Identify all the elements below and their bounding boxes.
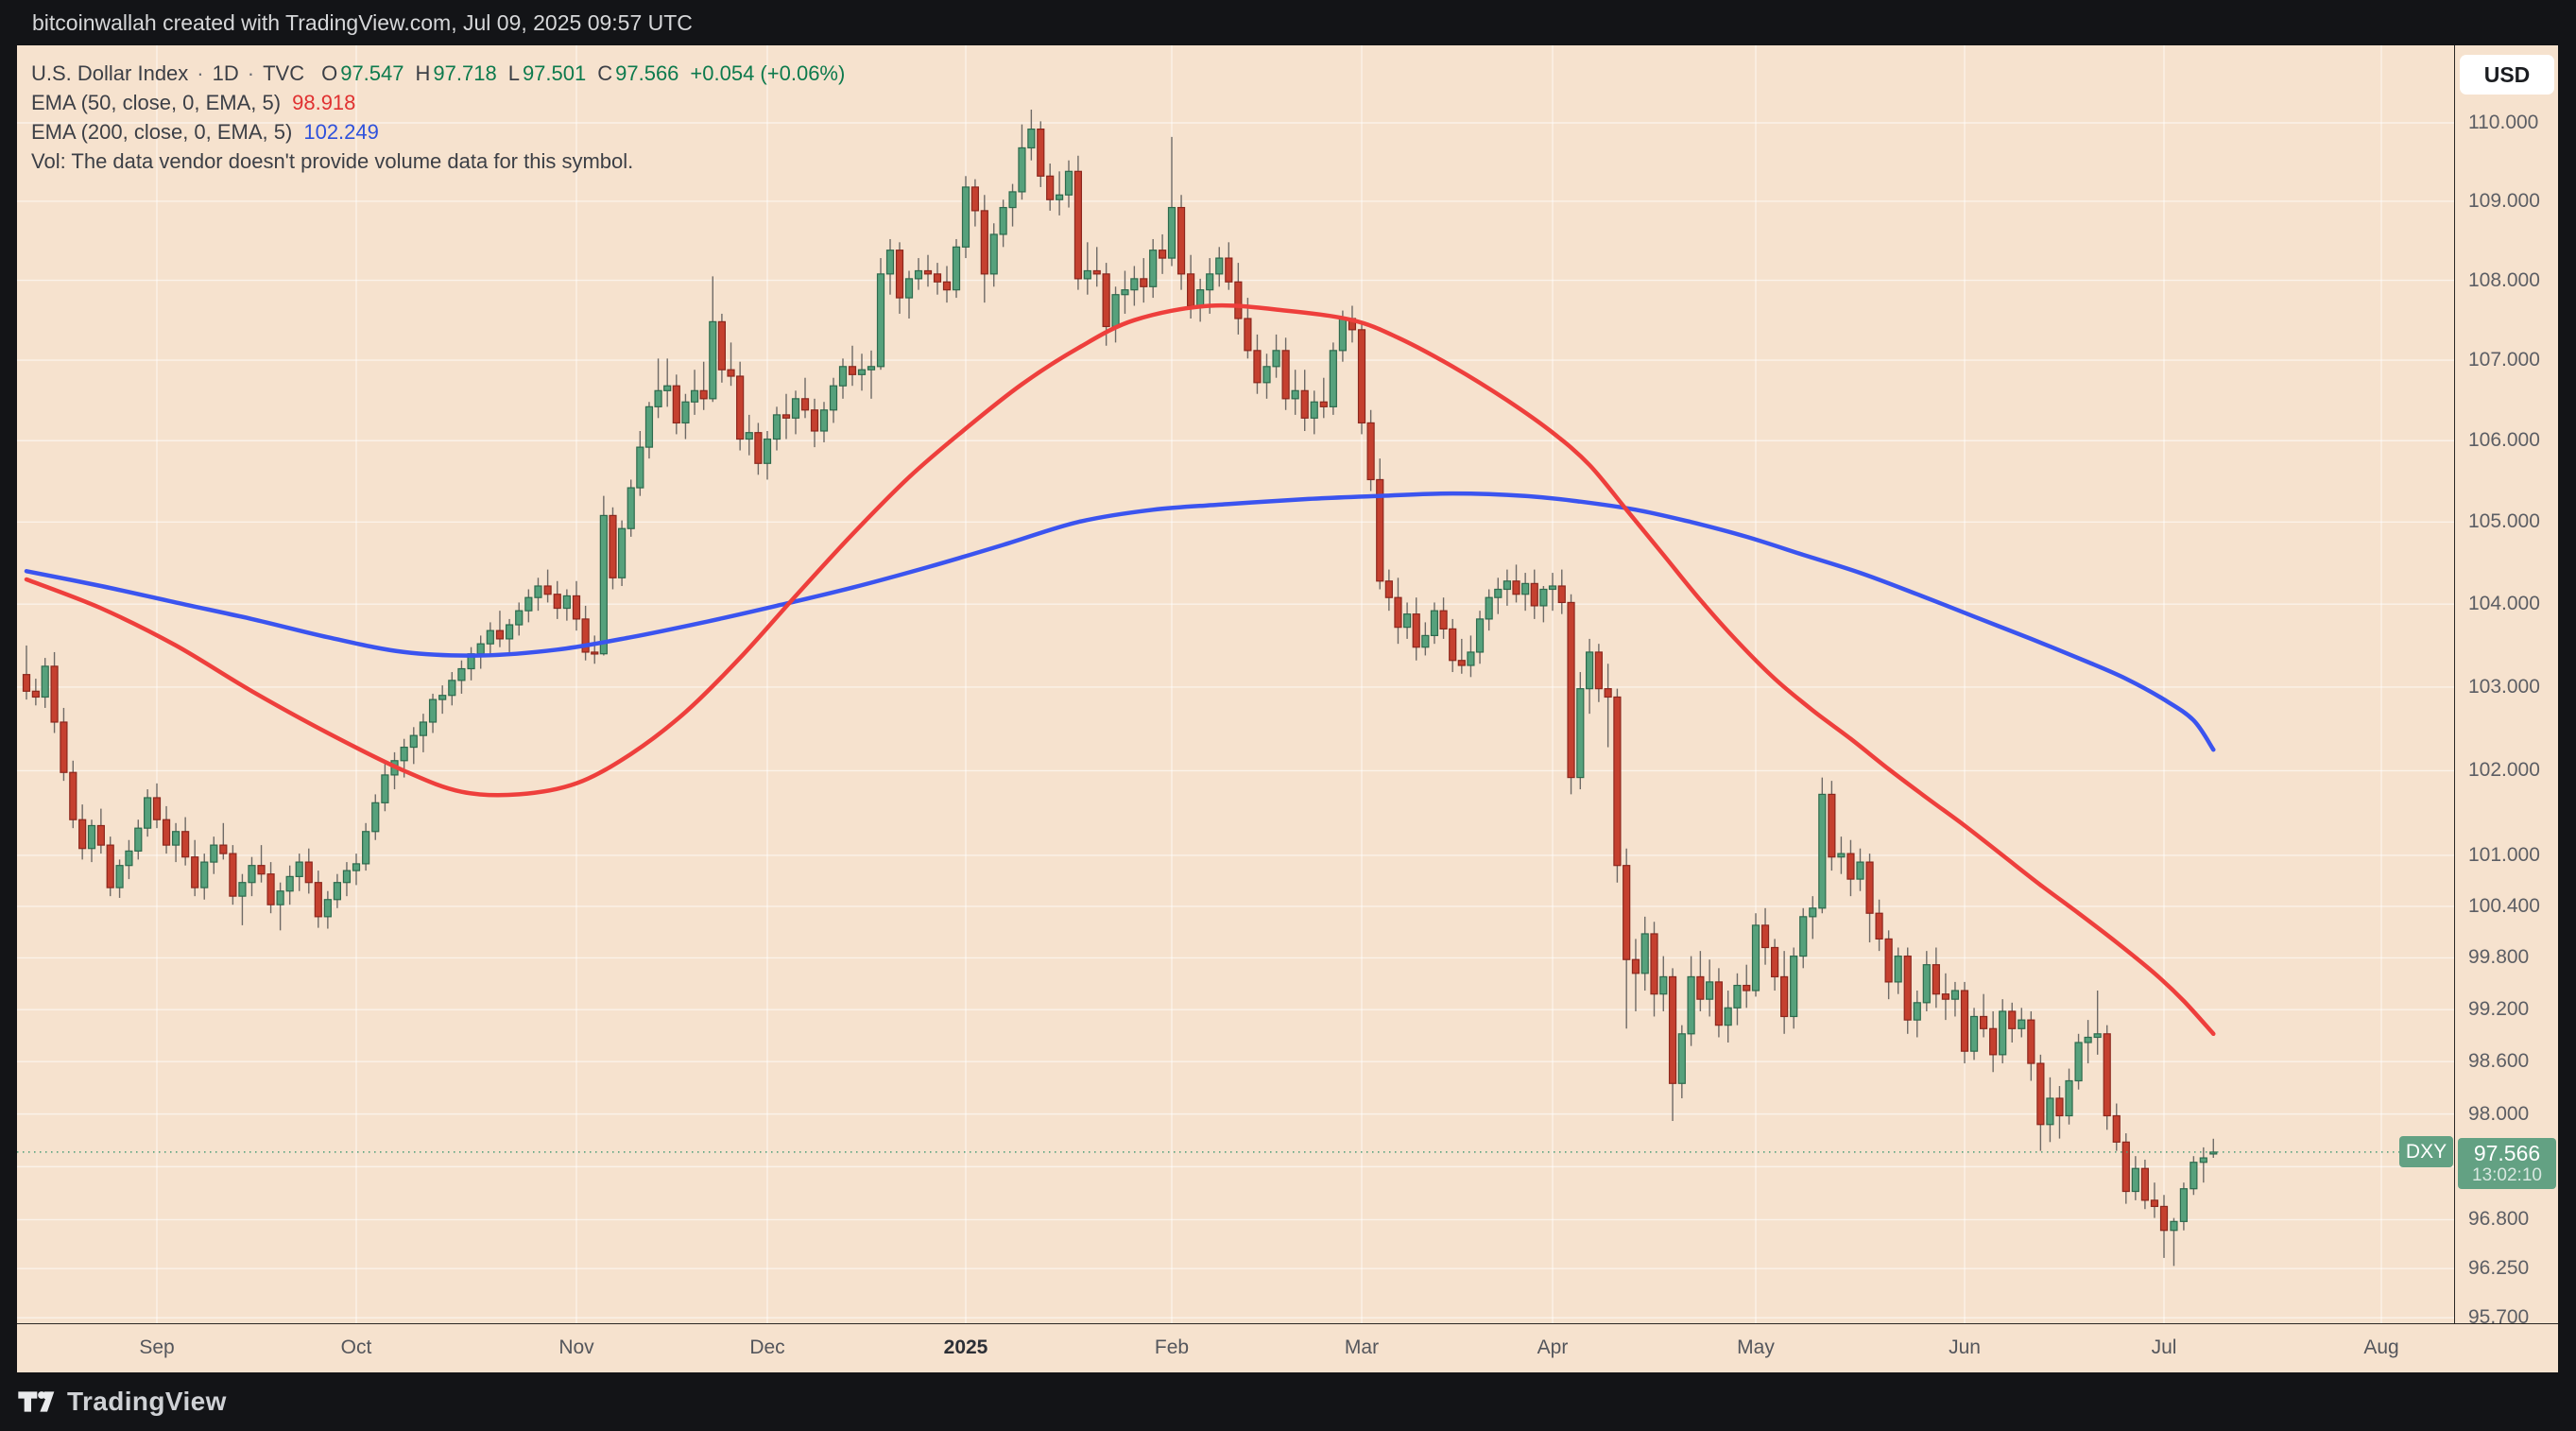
separator-dot: · — [197, 60, 204, 85]
price-tick-label: 107.000 — [2468, 349, 2540, 371]
time-axis-label: Feb — [1154, 1336, 1190, 1358]
time-axis-label: Dec — [749, 1336, 785, 1358]
price-tick-label: 95.700 — [2468, 1306, 2530, 1329]
symbol-title: U.S. Dollar Index — [31, 60, 189, 85]
ohlc-key: H — [415, 60, 431, 85]
price-tick-label: 101.000 — [2468, 843, 2540, 866]
currency-toggle-button[interactable]: USD — [2460, 55, 2554, 95]
last-price-value: 97.566 — [2473, 1140, 2541, 1165]
symbol-price-line-label: DXY — [2399, 1136, 2453, 1168]
chart-panel: U.S. Dollar Index · 1D · TVC O 97.547 H 97.… — [17, 45, 2558, 1372]
symbol-exchange: TVC — [263, 60, 305, 85]
time-axis[interactable]: Sep Oct Nov Dec 2025 Feb Mar Apr May Jun Jul Aug — [17, 1323, 2558, 1372]
ohlc-value: 97.718 — [433, 60, 497, 85]
ema50-value: 98.918 — [292, 90, 356, 114]
price-axis[interactable]: USD 97.566 13:02:10 110.000 109.000 108.00… — [2454, 45, 2558, 1328]
price-tick-label: 96.800 — [2468, 1208, 2530, 1231]
time-axis-label: May — [1737, 1336, 1775, 1358]
time-axis-label: Oct — [340, 1336, 372, 1358]
ohlc-key: O — [321, 60, 338, 85]
time-axis-label: Sep — [139, 1336, 175, 1358]
price-tick-label: 98.600 — [2468, 1050, 2530, 1073]
time-axis-label: 2025 — [943, 1336, 988, 1358]
time-axis-label: Jun — [1949, 1336, 1981, 1358]
price-tick-label: 96.250 — [2468, 1257, 2530, 1280]
ohlc-value: 97.566 — [615, 60, 679, 85]
legend-ema200-row[interactable]: EMA (200, close, 0, EMA, 5) 102.249 — [31, 117, 845, 147]
volume-note: Vol: The data vendor doesn't provide vol… — [31, 148, 634, 173]
price-tick-label: 99.200 — [2468, 998, 2530, 1021]
attribution-text: bitcoinwallah created with TradingView.c… — [32, 9, 693, 35]
legend-ema50-row[interactable]: EMA (50, close, 0, EMA, 5) 98.918 — [31, 88, 845, 117]
price-tick-label: 99.800 — [2468, 946, 2530, 969]
ema200-line — [24, 491, 2216, 752]
time-axis-label: Mar — [1344, 1336, 1380, 1358]
price-tick-label: 104.000 — [2468, 593, 2540, 615]
symbol-interval: 1D — [212, 60, 239, 85]
ohlc-values: O 97.547 H 97.718 L 97.501 C 97.566 — [321, 61, 690, 86]
price-tick-label: 106.000 — [2468, 429, 2540, 452]
footer: TradingView — [0, 1372, 2576, 1431]
price-tick-label: 110.000 — [2468, 112, 2539, 133]
candles-layer — [22, 109, 2218, 1267]
time-axis-label: Apr — [1537, 1336, 1569, 1358]
price-tick-label: 109.000 — [2468, 189, 2540, 212]
tradingview-brand[interactable]: TradingView — [67, 1387, 227, 1416]
separator-dot: · — [247, 60, 255, 85]
ema50-line — [24, 302, 2216, 1037]
time-axis-label: Nov — [558, 1336, 594, 1358]
countdown-timer: 13:02:10 — [2472, 1164, 2542, 1185]
price-tick-label: 98.000 — [2468, 1102, 2530, 1125]
ema50-label: EMA (50, close, 0, EMA, 5) — [31, 90, 282, 114]
legend-volume-row: Vol: The data vendor doesn't provide vol… — [31, 147, 845, 176]
top-bar: bitcoinwallah created with TradingView.c… — [0, 0, 2576, 45]
price-tick-label: 108.000 — [2468, 268, 2540, 291]
price-tick-label: 103.000 — [2468, 675, 2540, 698]
price-tick-label: 102.000 — [2468, 759, 2540, 782]
last-price-badge: 97.566 13:02:10 — [2458, 1137, 2556, 1189]
ohlc-value: 97.501 — [522, 60, 587, 85]
legend: U.S. Dollar Index · 1D · TVC O 97.547 H 97.… — [31, 59, 845, 176]
tradingview-logo-icon[interactable] — [17, 1386, 55, 1418]
price-tick-label: 100.400 — [2468, 894, 2540, 917]
ohlc-key: C — [597, 60, 613, 85]
time-axis-label: Jul — [2151, 1336, 2177, 1358]
change-value: +0.054 (+0.06%) — [690, 60, 846, 85]
price-tick-label: 105.000 — [2468, 510, 2540, 533]
grid-layer — [17, 45, 2454, 1323]
ema200-label: EMA (200, close, 0, EMA, 5) — [31, 119, 293, 144]
ohlc-key: L — [507, 60, 520, 85]
legend-symbol-row[interactable]: U.S. Dollar Index · 1D · TVC O 97.547 H 97.… — [31, 59, 845, 88]
ohlc-value: 97.547 — [340, 60, 404, 85]
candlestick-plot[interactable] — [17, 45, 2454, 1323]
ema200-value: 102.249 — [303, 119, 379, 144]
time-axis-label: Aug — [2363, 1336, 2399, 1358]
